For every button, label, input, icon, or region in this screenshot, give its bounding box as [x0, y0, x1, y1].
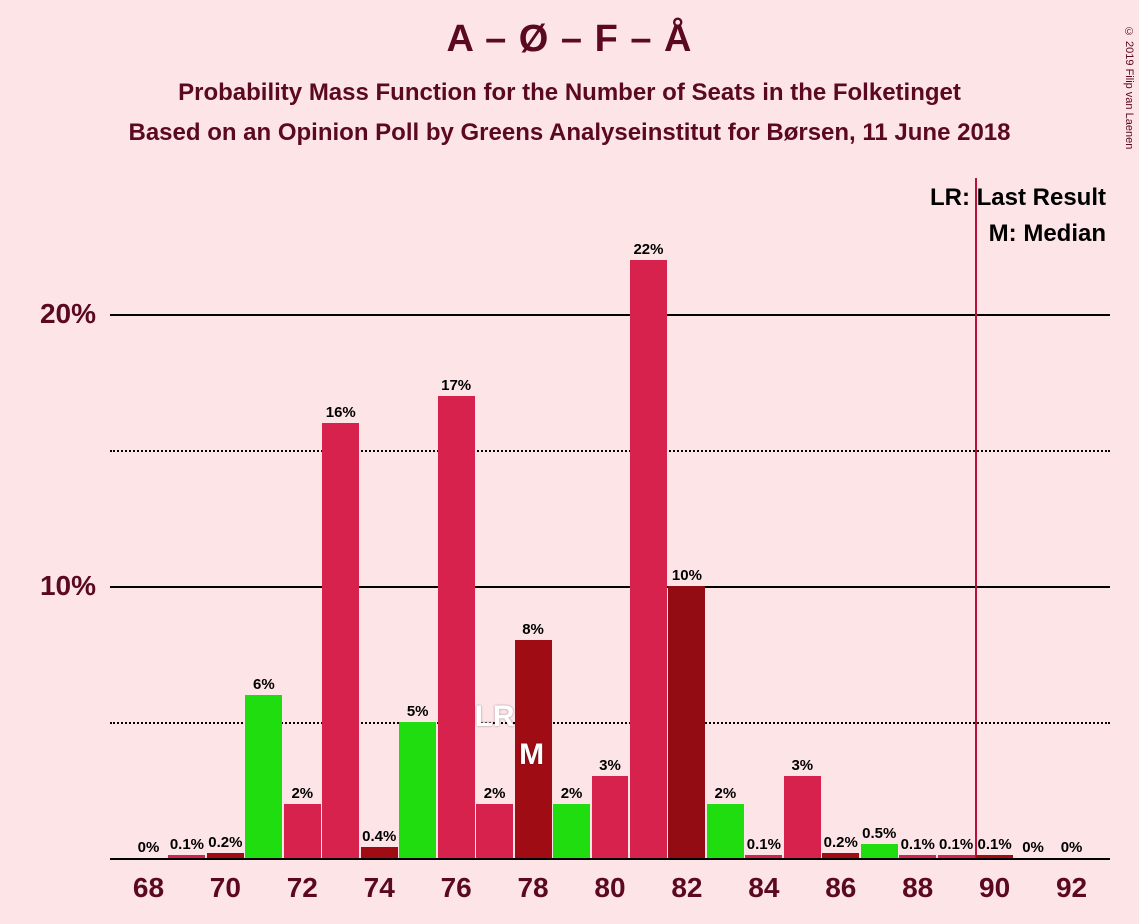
bar [284, 804, 321, 858]
bar-value-label: 0.1% [978, 836, 1012, 853]
gridline-major [110, 586, 1110, 588]
bar-value-label: 2% [484, 785, 506, 802]
bar-value-label: 0% [1022, 839, 1044, 856]
x-axis-tick: 88 [902, 858, 933, 904]
x-axis-tick: 86 [825, 858, 856, 904]
x-axis-tick: 80 [594, 858, 625, 904]
bar-value-label: 3% [599, 757, 621, 774]
chart-title: A – Ø – F – Å [0, 18, 1139, 61]
bar [322, 423, 359, 858]
marker-m: M [519, 738, 544, 772]
chart-plot-area: 10%20%0%0.1%0.2%6%2%16%0.4%5%17%2%8%2%3%… [110, 178, 1110, 858]
bar [668, 586, 705, 858]
x-axis-tick: 72 [287, 858, 318, 904]
x-axis-tick: 68 [133, 858, 164, 904]
x-axis-tick: 90 [979, 858, 1010, 904]
bar-value-label: 0.2% [824, 834, 858, 851]
legend-lr: LR: Last Result [930, 184, 1106, 212]
bar-value-label: 2% [715, 785, 737, 802]
bar-value-label: 0.1% [747, 836, 781, 853]
x-axis-tick: 78 [517, 858, 548, 904]
bar [553, 804, 590, 858]
bar-value-label: 5% [407, 703, 429, 720]
bar-value-label: 0.1% [170, 836, 204, 853]
bar-value-label: 2% [291, 785, 313, 802]
bar-value-label: 0.1% [939, 836, 973, 853]
bar-value-label: 17% [441, 377, 471, 394]
bar [938, 855, 975, 858]
bar-value-label: 10% [672, 567, 702, 584]
bar [784, 776, 821, 858]
bar-value-label: 2% [561, 785, 583, 802]
gridline-major [110, 314, 1110, 316]
bar [399, 722, 436, 858]
bar [861, 844, 898, 858]
bar [361, 847, 398, 858]
bar [438, 396, 475, 858]
x-axis-tick: 92 [1056, 858, 1087, 904]
bar-value-label: 0.5% [862, 825, 896, 842]
copyright-text: © 2019 Filip van Laenen [1123, 26, 1135, 149]
bar-value-label: 22% [633, 241, 663, 258]
bar-value-label: 0.2% [208, 834, 242, 851]
bar-value-label: 0% [138, 839, 160, 856]
marker-lr: LR [475, 700, 515, 734]
legend-m: M: Median [989, 220, 1106, 248]
chart-subtitle-2: Based on an Opinion Poll by Greens Analy… [0, 119, 1139, 147]
bar [630, 260, 667, 858]
x-axis-tick: 76 [441, 858, 472, 904]
x-axis-tick: 82 [671, 858, 702, 904]
bar [592, 776, 629, 858]
bar-value-label: 6% [253, 676, 275, 693]
bar [476, 804, 513, 858]
x-axis-tick: 70 [210, 858, 241, 904]
bar [707, 804, 744, 858]
bar-value-label: 8% [522, 621, 544, 638]
bar-value-label: 0.4% [362, 828, 396, 845]
bar [168, 855, 205, 858]
bar-value-label: 0% [1061, 839, 1083, 856]
reference-vline [975, 178, 977, 858]
bar-value-label: 0.1% [901, 836, 935, 853]
bar [245, 695, 282, 858]
chart-subtitle-1: Probability Mass Function for the Number… [0, 79, 1139, 107]
x-axis-tick: 74 [364, 858, 395, 904]
bar-value-label: 16% [326, 404, 356, 421]
y-axis-tick: 20% [40, 298, 110, 330]
bar-value-label: 3% [791, 757, 813, 774]
gridline-minor [110, 450, 1110, 452]
x-axis-tick: 84 [748, 858, 779, 904]
y-axis-tick: 10% [40, 570, 110, 602]
